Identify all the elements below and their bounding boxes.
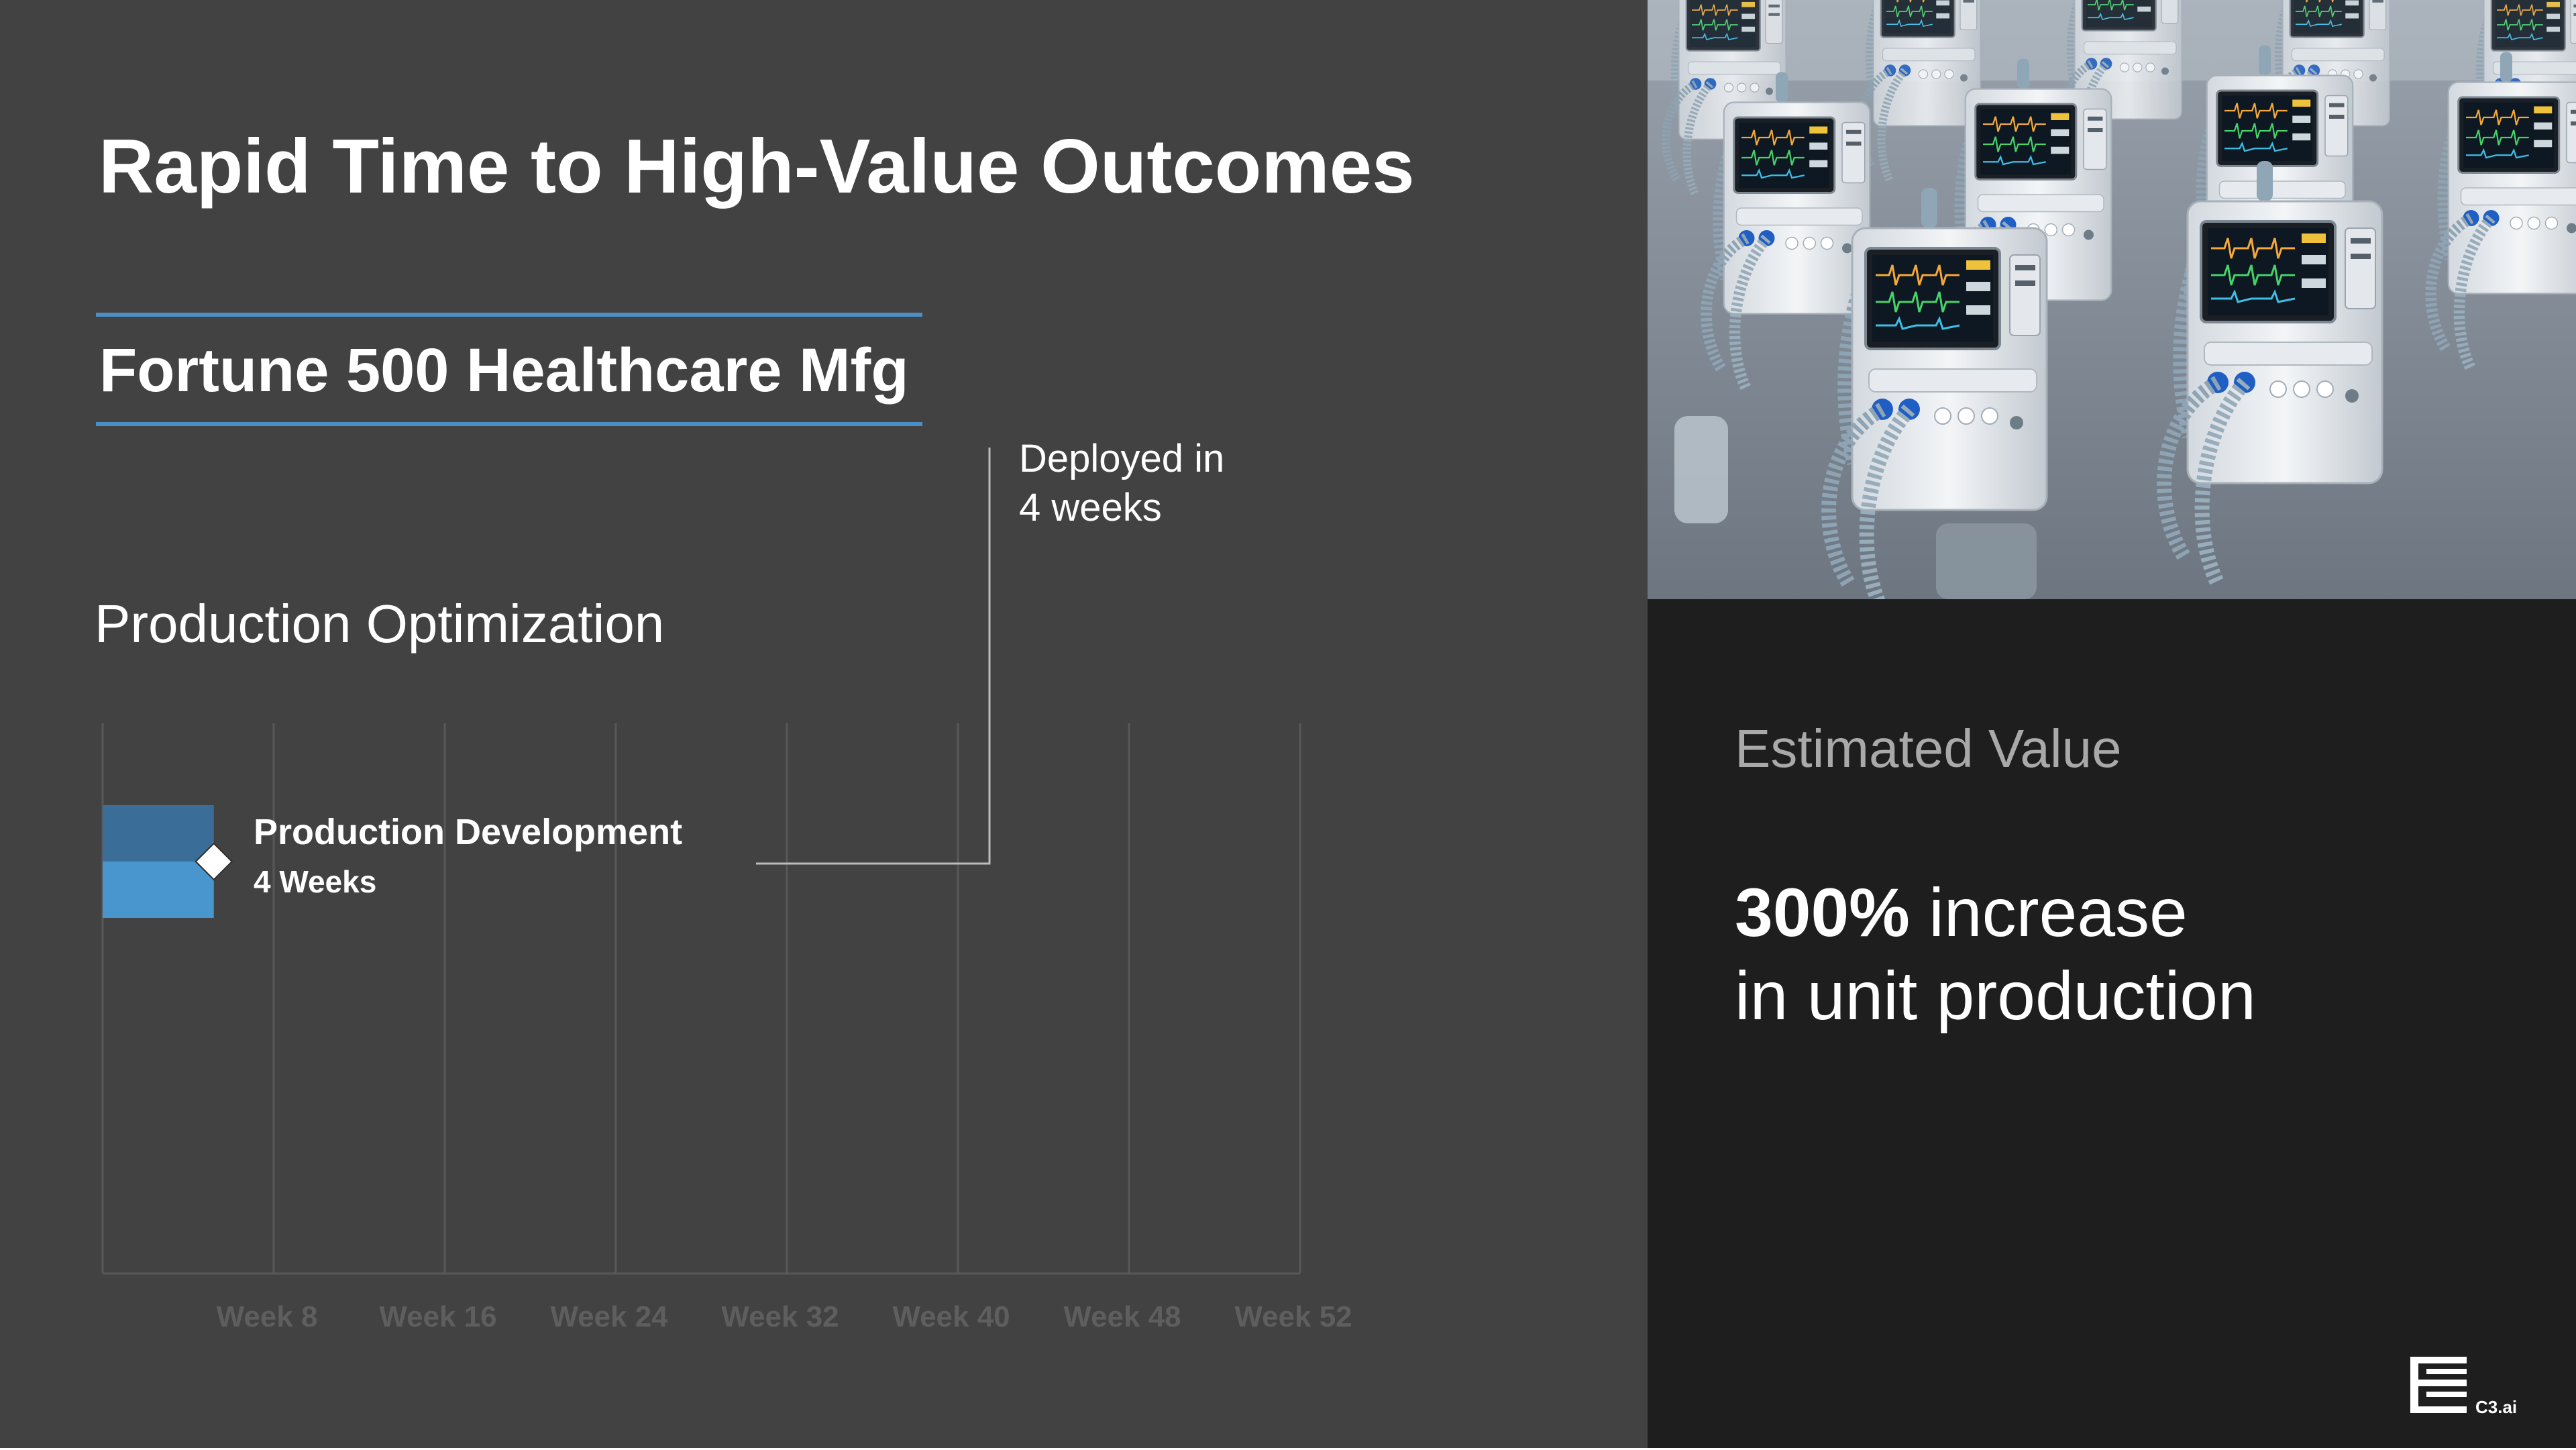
x-tick-label: Week 48 bbox=[1063, 1300, 1181, 1333]
milestone-marker bbox=[195, 842, 233, 881]
subtitle-emphasis: Healthcare Mfg bbox=[466, 336, 909, 405]
ventilator-photo bbox=[1648, 0, 2576, 599]
bar-lower bbox=[103, 862, 214, 918]
c3ai-logo-icon bbox=[2410, 1357, 2467, 1413]
x-tick-label: Week 24 bbox=[550, 1300, 668, 1333]
gantt-chart: Week 8 Week 16 Week 24 Week 32 Week 40 Week 4… bbox=[101, 437, 1352, 1333]
stat-line-1-rest: increase bbox=[1909, 874, 2188, 951]
x-tick-label: Week 8 bbox=[217, 1300, 318, 1333]
x-tick-label: Week 52 bbox=[1234, 1300, 1352, 1333]
x-tick-label: Week 40 bbox=[892, 1300, 1010, 1333]
estimated-value-statement: 300% increase in unit production bbox=[1735, 871, 2256, 1037]
bar-label: Production Development bbox=[254, 812, 682, 852]
bar-upper bbox=[103, 805, 214, 862]
subtitle: Fortune 500 Healthcare Mfg bbox=[99, 330, 909, 411]
bar-duration-label: 4 Weeks bbox=[254, 864, 376, 899]
slide-title: Rapid Time to High-Value Outcomes bbox=[99, 124, 1415, 209]
stat-line-1: 300% increase bbox=[1735, 871, 2256, 954]
estimated-value-label: Estimated Value bbox=[1735, 719, 2122, 778]
chart-heading: Production Optimization bbox=[95, 594, 665, 654]
annotation-text-line: Deployed in bbox=[1019, 437, 1224, 480]
subtitle-rule-top bbox=[96, 313, 922, 317]
subtitle-rule-bottom bbox=[96, 422, 922, 426]
x-tick-label: Week 32 bbox=[721, 1300, 839, 1333]
logo-wordmark: C3.ai bbox=[2475, 1397, 2518, 1417]
x-tick-label: Week 16 bbox=[379, 1300, 496, 1333]
annotation-text-line: 4 weeks bbox=[1019, 486, 1162, 529]
annotation-leader-line bbox=[756, 448, 991, 865]
stat-line-2: in unit production bbox=[1735, 957, 2256, 1034]
stat-highlight: 300% bbox=[1735, 874, 1910, 951]
subtitle-prefix: Fortune 500 bbox=[99, 336, 449, 405]
